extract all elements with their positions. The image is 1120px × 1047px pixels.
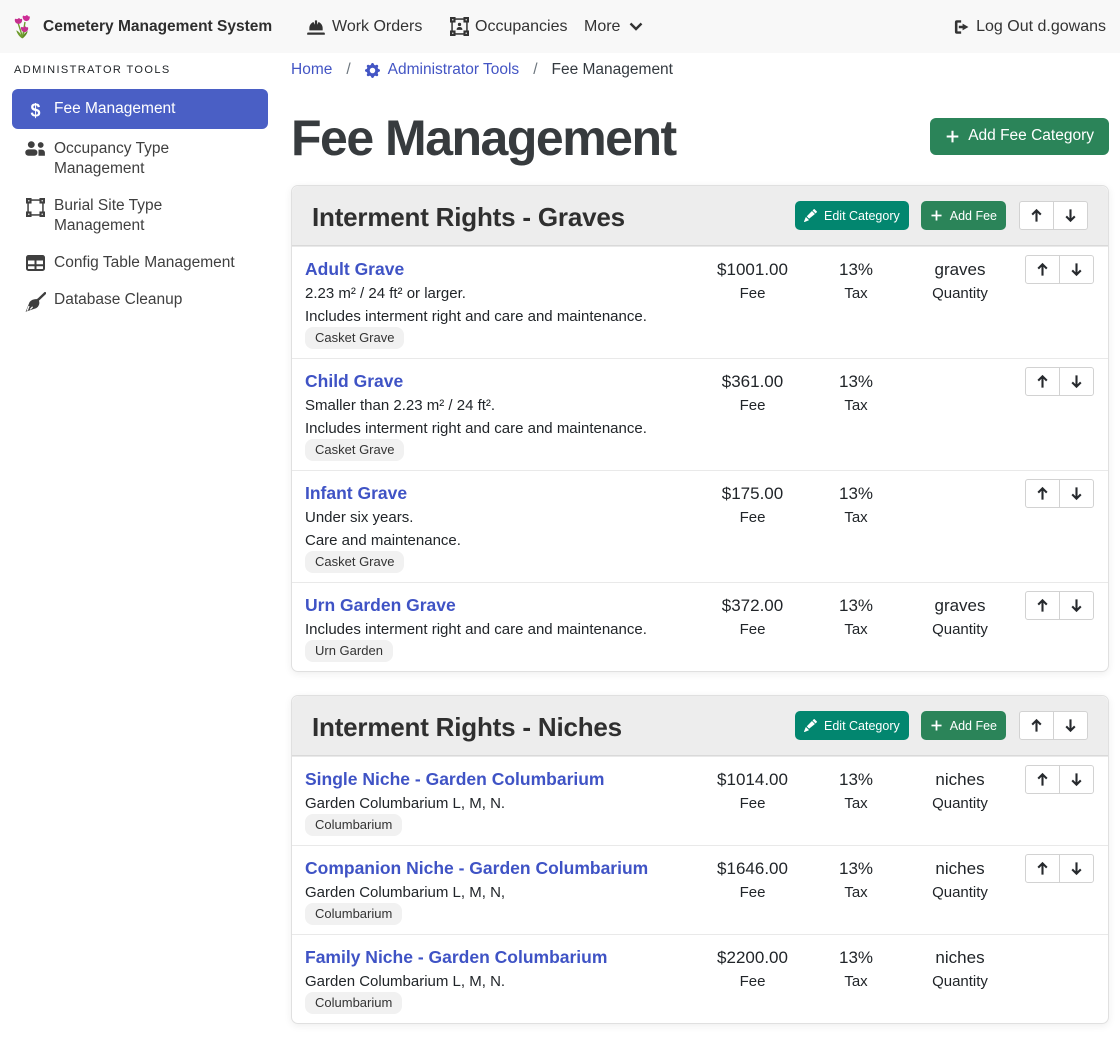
svg-text:$: $ bbox=[30, 101, 40, 120]
